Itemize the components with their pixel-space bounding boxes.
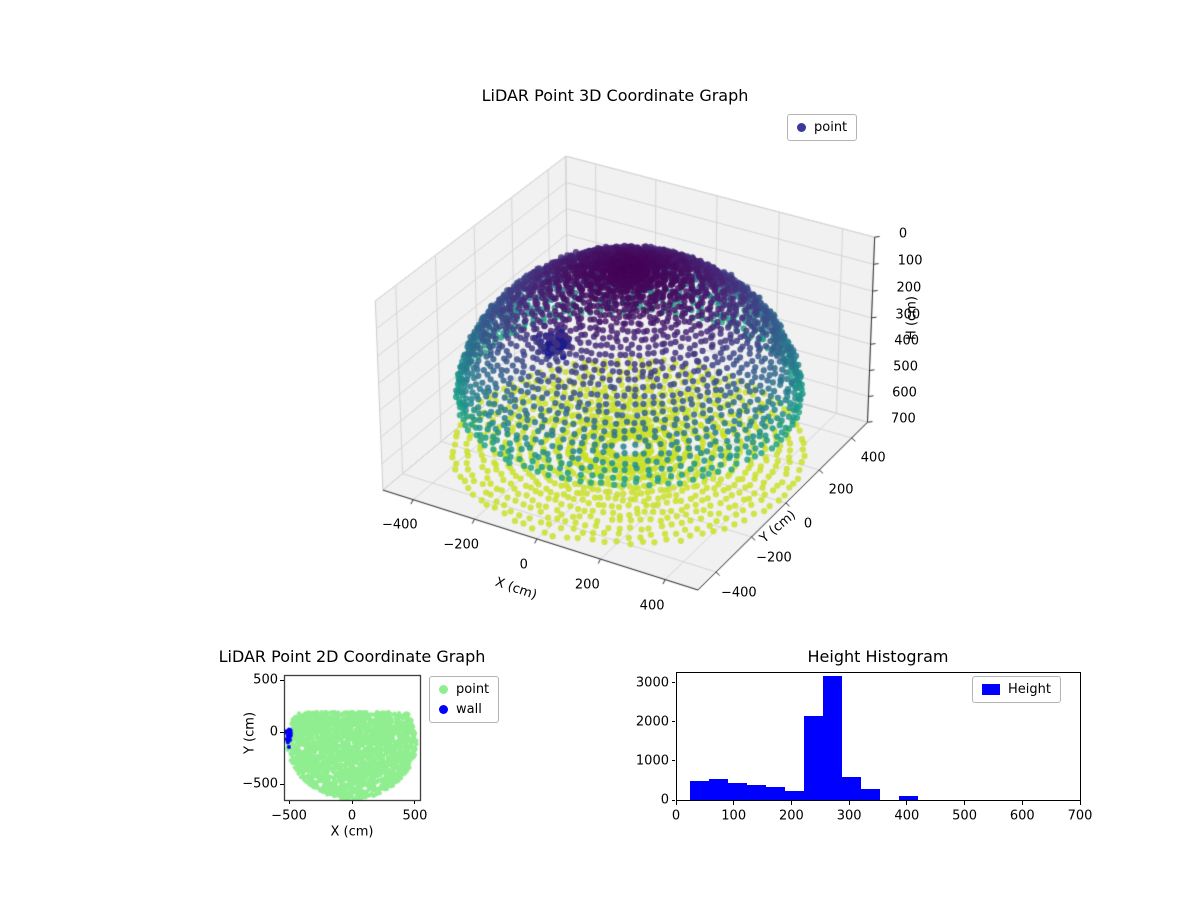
point-marker-icon [439, 685, 448, 694]
legend-entry-wall: wall [439, 702, 489, 717]
histogram-bar [861, 789, 881, 800]
tick-label: 0 [671, 808, 681, 824]
tick-label: 0 [347, 808, 357, 824]
tick-label: 200 [828, 482, 854, 498]
tick-mark [790, 801, 792, 805]
tick-mark [288, 800, 290, 804]
tick-mark [280, 679, 284, 681]
tick-mark [280, 731, 284, 733]
tick-label: 300 [836, 808, 862, 824]
tick-mark [351, 800, 353, 804]
tick-label: 300 [895, 307, 921, 323]
tick-label: 500 [893, 359, 918, 375]
histogram-bar [727, 783, 747, 800]
wall-marker-icon [439, 705, 448, 714]
histogram-bar [842, 776, 862, 800]
tick-label: 700 [890, 411, 916, 427]
tick-mark [1079, 801, 1081, 805]
tick-label: 500 [402, 808, 428, 824]
histogram-bar [804, 716, 824, 800]
histogram-bar [823, 675, 843, 800]
tick-label: −400 [720, 585, 757, 601]
histogram-bar [708, 778, 728, 800]
legend-label: wall [456, 702, 482, 717]
tick-mark [671, 682, 675, 684]
tick-label: 600 [1009, 808, 1035, 824]
tick-mark [671, 760, 675, 762]
tick-label: 500 [952, 808, 977, 824]
tick-label: 200 [574, 577, 600, 593]
legend-label: point [456, 682, 490, 697]
tick-label: −500 [271, 808, 307, 824]
histogram-bar [785, 791, 805, 800]
tick-mark [1021, 801, 1023, 805]
tick-label: 100 [721, 808, 747, 824]
tick-mark [414, 800, 416, 804]
tick-label: −500 [242, 776, 278, 792]
histogram-bar [689, 781, 709, 800]
tick-mark [671, 799, 675, 801]
legend-entry-point: point [797, 120, 847, 135]
legend-label: point [814, 120, 848, 135]
legend-entry-height: Height [982, 682, 1051, 697]
tick-label: 0 [269, 724, 278, 740]
2d-scatter-canvas [280, 670, 430, 810]
tick-label: 200 [896, 280, 922, 296]
hist-legend: Height [972, 676, 1061, 703]
tick-label: 2000 [635, 714, 669, 730]
plot2d-xlabel: X (cm) [330, 824, 374, 840]
plot2d-legend: point wall [429, 676, 500, 723]
tick-label: 0 [519, 557, 528, 573]
tick-mark [671, 721, 675, 723]
plot3d-title: LiDAR Point 3D Coordinate Graph [481, 86, 749, 105]
tick-label: 500 [253, 672, 278, 688]
tick-mark [964, 801, 966, 805]
histogram-bar [746, 784, 767, 800]
plot2d-title: LiDAR Point 2D Coordinate Graph [218, 647, 486, 666]
tick-label: 3000 [635, 675, 669, 691]
tick-label: 0 [660, 792, 669, 808]
hist-title: Height Histogram [807, 647, 949, 666]
tick-mark [675, 801, 677, 805]
tick-label: −200 [756, 550, 792, 566]
tick-label: 0 [803, 516, 813, 532]
tick-label: 1000 [635, 753, 669, 769]
tick-label: 400 [639, 598, 665, 614]
tick-label: 200 [779, 808, 804, 824]
tick-mark [280, 783, 284, 785]
tick-mark [733, 801, 735, 805]
tick-label: 100 [897, 253, 923, 269]
tick-label: −400 [381, 517, 418, 533]
tick-mark [848, 801, 850, 805]
tick-label: 400 [860, 450, 886, 466]
plot2d-ylabel: Y (cm) [242, 711, 258, 755]
tick-mark [906, 801, 908, 805]
tick-label: 400 [894, 808, 920, 824]
tick-label: 400 [894, 333, 920, 349]
tick-label: 700 [1067, 808, 1093, 824]
legend-entry-point: point [439, 682, 489, 697]
plot3d-legend: point [787, 114, 858, 141]
height-patch-icon [982, 684, 1000, 695]
3d-scatter-canvas [320, 130, 940, 640]
tick-label: 600 [892, 385, 917, 401]
histogram-bar [899, 796, 919, 800]
histogram-bar [766, 787, 786, 800]
tick-label: 0 [898, 226, 908, 242]
histogram-axes-frame [676, 672, 1081, 801]
legend-label: Height [1008, 682, 1051, 697]
point-marker-icon [797, 123, 806, 132]
tick-label: −200 [443, 537, 480, 553]
